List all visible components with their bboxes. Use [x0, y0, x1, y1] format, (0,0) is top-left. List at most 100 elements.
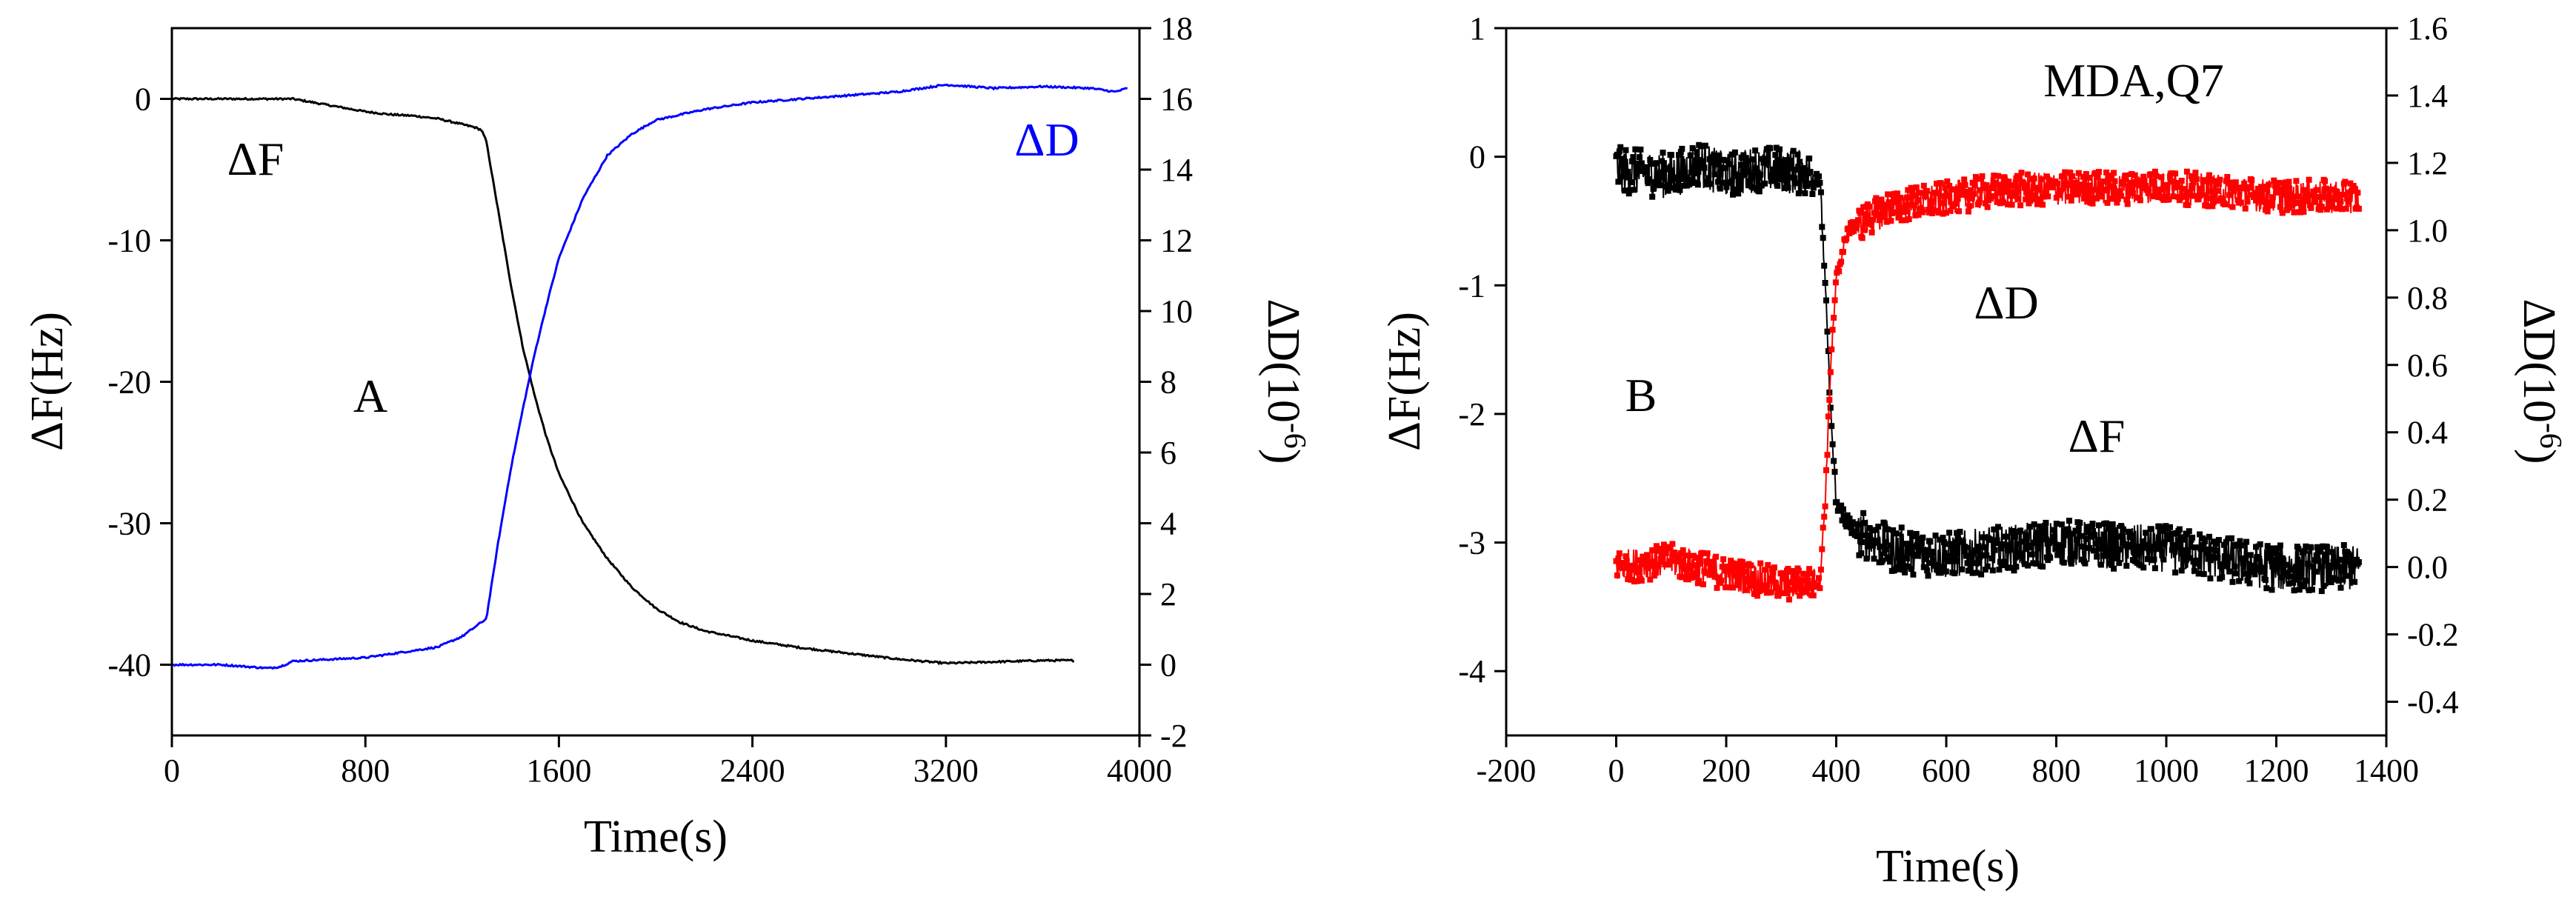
panel-b-series-delta-f-point [2001, 558, 2008, 565]
panel-b-series-delta-f-point [2222, 558, 2229, 564]
panel-b-series-delta-d-point [2260, 198, 2266, 205]
panel-b-series-delta-f-point [2313, 552, 2320, 558]
panel-b-series-delta-d-point [2054, 180, 2061, 187]
panel-b-series-delta-d-point [1843, 236, 1850, 242]
panel-b-series-delta-f-point [1795, 190, 1802, 197]
panel-b-series-delta-d-point [1773, 585, 1780, 592]
panel-b-series-delta-f-point [2109, 561, 2115, 568]
panel-b-series-delta-f-point [1648, 161, 1654, 167]
panel-b-series-delta-d-point [1623, 558, 1630, 564]
panel-b-series-delta-f-point [1950, 554, 1957, 561]
panel-b-series-delta-d-point [1895, 214, 1902, 221]
panel-b-series-delta-f-point [2297, 560, 2304, 567]
panel-b-series-delta-d-point [1984, 204, 1991, 210]
panel-b-series-delta-f-point [1623, 147, 1629, 153]
panel-b-series-delta-f-point [1851, 528, 1857, 535]
panel-b-series-delta-d-point [1995, 173, 2001, 179]
panel-b-series-delta-f-point [2262, 577, 2269, 584]
panel-a-x-axis-title: Time(s) [584, 812, 728, 862]
panel-b-series-delta-f-point [1868, 527, 1875, 534]
panel-b-series-delta-f-point [2182, 551, 2188, 558]
panel-b-series-delta-f-point [1903, 555, 1910, 562]
panel-b-series-delta-f-point [2346, 558, 2352, 565]
panel-b-series-delta-f-point [1834, 498, 1840, 505]
panel-b-series-delta-f-point [1952, 558, 1959, 564]
panel-b-series-delta-d-point [1652, 567, 1659, 574]
panel-b-series-delta-d-point [2211, 194, 2218, 201]
panel-b-series-delta-d-point [1944, 178, 1951, 184]
panel-b-series-delta-f-point [1762, 180, 1768, 187]
panel-b-series-delta-d-point [1991, 193, 1998, 199]
panel-b-title: MDA,Q7 [2043, 54, 2224, 107]
panel-b-series-delta-f-point [2197, 546, 2204, 553]
panel-b-series-delta-f-point [2018, 550, 2025, 557]
panel-b-series-delta-d-point [1946, 183, 1953, 189]
panel-b-series-delta-f-point [2219, 574, 2226, 581]
panel-b-series-delta-f-point [1660, 150, 1666, 156]
panel-b-series-delta-f-point [2322, 558, 2329, 564]
panel-b-series-delta-f-point [2111, 565, 2117, 572]
panel-b-series-delta-d-point [2277, 204, 2283, 210]
panel-b-series-delta-f-point [2269, 545, 2276, 552]
panel-b-series-delta-d-point [1792, 580, 1799, 587]
panel-b-series-delta-f-point [1823, 297, 1829, 304]
panel-b-series-delta-f-point [1629, 158, 1635, 164]
panel-b-series-delta-d-point [1871, 210, 1877, 216]
panel-b-series-delta-d-point [1964, 193, 1971, 200]
panel-b-series-delta-d-point [2268, 202, 2274, 209]
panel-b-series-delta-d-point [2254, 190, 2260, 197]
panel-b-series-delta-f-point [1745, 169, 1751, 176]
panel-b-series-delta-d-point [2010, 189, 2017, 196]
panel-a-x-tick-label: 2400 [720, 752, 785, 789]
panel-b-series-delta-f-point [1657, 170, 1664, 176]
panel-b-series-delta-f-point [1868, 537, 1874, 544]
panel-b-series-delta-f-point [1820, 235, 1826, 241]
panel-b-series-delta-d-point [2205, 203, 2211, 210]
panel-b-series-delta-d-point [2226, 192, 2233, 198]
panel-b-series-delta-f-point [2060, 559, 2067, 566]
panel-b-series-delta-f-point [2035, 530, 2042, 536]
panel-b-series-delta-d-point [1635, 570, 1642, 576]
panel-b-series-delta-f-point [2277, 542, 2283, 549]
panel-b-series-delta-d-point [1715, 575, 1721, 581]
panel-b-series-delta-f-line [1615, 144, 2360, 592]
panel-b-series-delta-d-point [1777, 587, 1783, 593]
panel-b-series-delta-f-point [2186, 528, 2192, 535]
panel-b-series-delta-f-point [2309, 587, 2315, 593]
panel-b-series-delta-d-point [2310, 188, 2317, 195]
panel-b-series-delta-d-point [1718, 577, 1725, 584]
panel-b-series-delta-d-point [1976, 199, 1983, 206]
panel-b-series-delta-f-point [1859, 539, 1866, 545]
panel-b-series-delta-f-point [1774, 182, 1781, 189]
panel-b-series-delta-d-point [1688, 575, 1695, 581]
panel-b-series-delta-d-point [1982, 200, 1988, 207]
panel-b-series-delta-f-point [2237, 538, 2243, 544]
panel-b-series-delta-f-point [2311, 557, 2317, 564]
panel-b-series-delta-f-point [2278, 574, 2285, 581]
panel-b-series-delta-f-point [1838, 502, 1845, 509]
panel-b-series-delta-f-point [1677, 187, 1683, 193]
panel-b-series-delta-f-point [1803, 171, 1809, 178]
panel-b-series-delta-f-point [2257, 541, 2263, 547]
panel-b-series-delta-d-point [1909, 189, 1915, 196]
panel-b-series-delta-f-point [1974, 570, 1980, 576]
panel-b-y2-axis-title: ΔD(10-6) [2514, 299, 2567, 464]
panel-b-series-delta-f-point [2327, 564, 2334, 571]
panel-b-series-delta-d-point [2256, 196, 2263, 203]
panel-b-series-delta-d-point [1948, 187, 1954, 193]
panel-b-series-delta-d-point [1783, 590, 1789, 596]
panel-b-series-delta-d-point [2204, 195, 2211, 201]
panel-b-series-delta-d-point [2161, 193, 2168, 200]
panel-b-series-delta-f-point [2289, 566, 2295, 572]
panel-b-series-delta-d-point [2151, 193, 2157, 200]
panel-b-series-delta-f-point [1631, 187, 1637, 193]
panel-b-series-delta-d-point [2140, 173, 2147, 180]
panel-b-series-delta-f-point [2153, 541, 2160, 547]
panel-b-series-delta-d-point [2244, 198, 2251, 205]
panel-b-series-delta-d-point [1669, 541, 1676, 547]
panel-b-series-delta-d-point [1660, 541, 1667, 548]
panel-b-series-delta-f-point [1930, 550, 1937, 556]
panel-b-series-delta-f-point [1999, 541, 2006, 547]
panel-b-series-delta-f-point [1700, 158, 1706, 164]
panel-b-series-delta-f-point [2158, 541, 2165, 547]
